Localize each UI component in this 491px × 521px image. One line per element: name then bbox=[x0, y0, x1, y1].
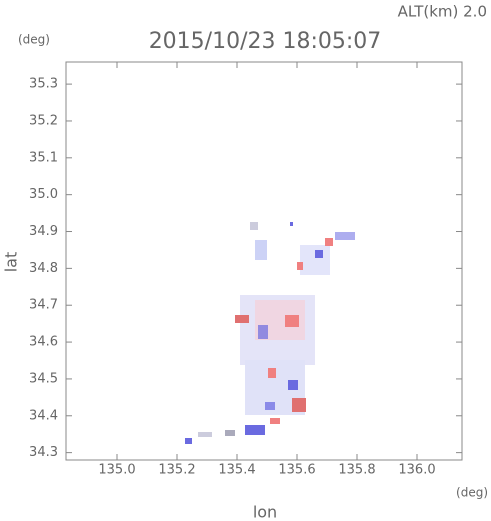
y-tick-label: 34.9 bbox=[29, 224, 58, 239]
x-axis-label: lon bbox=[253, 503, 277, 521]
echo bbox=[292, 398, 306, 412]
y-tick-label: 34.4 bbox=[29, 408, 58, 423]
y-tick-label: 35.3 bbox=[29, 77, 58, 92]
y-tick-label: 35.0 bbox=[29, 187, 58, 202]
echo bbox=[290, 222, 293, 226]
echo bbox=[258, 325, 268, 339]
echo-field bbox=[185, 222, 355, 444]
echo bbox=[265, 402, 275, 410]
echo bbox=[198, 432, 212, 437]
plot-frame bbox=[65, 61, 463, 461]
echo bbox=[185, 438, 192, 444]
echo bbox=[297, 262, 303, 270]
echo bbox=[268, 368, 276, 378]
y-tick-label: 35.2 bbox=[29, 113, 58, 128]
x-tick-label: 135.8 bbox=[338, 463, 375, 478]
x-tick-label: 136.0 bbox=[398, 463, 435, 478]
chart-title: 2015/10/23 18:05:07 bbox=[149, 29, 382, 54]
echo bbox=[270, 418, 280, 424]
echo bbox=[255, 240, 267, 260]
echo bbox=[285, 315, 299, 327]
echo bbox=[235, 315, 249, 323]
x-unit: (deg) bbox=[456, 486, 488, 500]
y-unit: (deg) bbox=[18, 33, 50, 47]
echo bbox=[288, 380, 298, 390]
y-tick-label: 34.5 bbox=[29, 371, 58, 386]
x-tick-label: 135.0 bbox=[98, 463, 135, 478]
echo bbox=[225, 430, 235, 436]
echo bbox=[300, 245, 330, 275]
echo bbox=[245, 425, 265, 435]
x-tick-label: 135.4 bbox=[218, 463, 255, 478]
y-tick-label: 34.6 bbox=[29, 335, 58, 350]
echo bbox=[325, 238, 333, 246]
y-tick-label: 35.1 bbox=[29, 150, 58, 165]
annotation: ALT(km) 2.0 bbox=[398, 3, 487, 21]
echo bbox=[250, 222, 258, 230]
y-tick-label: 34.3 bbox=[29, 445, 58, 460]
echo bbox=[335, 232, 355, 240]
y-tick-label: 34.8 bbox=[29, 261, 58, 276]
x-tick-label: 135.2 bbox=[158, 463, 195, 478]
x-tick-label: 135.6 bbox=[278, 463, 315, 478]
echo bbox=[315, 250, 323, 258]
y-axis-label: lat bbox=[2, 252, 21, 273]
y-tick-label: 34.7 bbox=[29, 298, 58, 313]
